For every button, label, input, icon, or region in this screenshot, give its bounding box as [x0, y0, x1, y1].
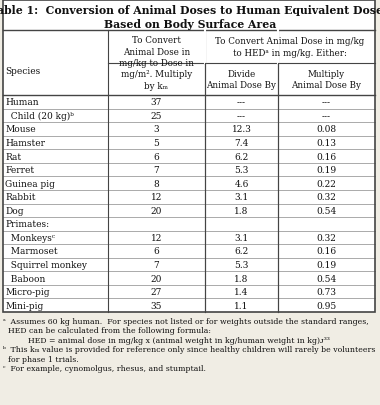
Text: 1.1: 1.1	[234, 301, 249, 310]
Text: 12.3: 12.3	[231, 125, 252, 134]
Text: Guinea pig: Guinea pig	[5, 179, 55, 188]
Text: Child (20 kg)ᵇ: Child (20 kg)ᵇ	[5, 111, 74, 121]
Text: Baboon: Baboon	[5, 274, 45, 283]
Text: 35: 35	[151, 301, 162, 310]
Text: ---: ---	[322, 98, 331, 107]
Text: Ferret: Ferret	[5, 166, 34, 175]
Text: 0.08: 0.08	[317, 125, 337, 134]
Text: 7.4: 7.4	[234, 139, 249, 147]
Text: Marmoset: Marmoset	[5, 247, 58, 256]
Text: HED = animal dose in mg/kg x (animal weight in kg/human weight in kg)ᴊ³³: HED = animal dose in mg/kg x (animal wei…	[8, 336, 330, 344]
Text: 0.16: 0.16	[317, 247, 337, 256]
Text: 20: 20	[151, 274, 162, 283]
Text: 0.22: 0.22	[317, 179, 336, 188]
Text: Hamster: Hamster	[5, 139, 45, 147]
Text: Rat: Rat	[5, 152, 21, 161]
Text: 7: 7	[154, 166, 159, 175]
Text: 6.2: 6.2	[234, 152, 249, 161]
Bar	[3, 1, 375, 312]
Text: 1.8: 1.8	[234, 206, 249, 215]
Text: Assumes 60 kg human.  For species not listed or for weights outside the standard: Assumes 60 kg human. For species not lis…	[8, 317, 369, 325]
Text: 5.3: 5.3	[234, 260, 249, 269]
Text: 6: 6	[154, 247, 159, 256]
Bar	[3, 1, 375, 312]
Text: Dog: Dog	[5, 206, 24, 215]
Text: 0.32: 0.32	[317, 193, 336, 202]
Text: 27: 27	[151, 288, 162, 296]
Text: 0.32: 0.32	[317, 233, 336, 242]
Text: ---: ---	[237, 111, 246, 121]
Text: 12: 12	[151, 193, 162, 202]
Text: HED can be calculated from the following formula:: HED can be calculated from the following…	[8, 327, 211, 335]
Text: Squirrel monkey: Squirrel monkey	[5, 260, 87, 269]
Text: To Convert Animal Dose in mg/kg
to HEDᵃ in mg/kg. Either:: To Convert Animal Dose in mg/kg to HEDᵃ …	[215, 37, 365, 58]
Text: Mini-pig: Mini-pig	[5, 301, 43, 310]
Text: ᵃ: ᵃ	[3, 317, 6, 325]
Text: To Convert
Animal Dose in
mg/kg to Dose in
mg/m². Multiply
by kₘ: To Convert Animal Dose in mg/kg to Dose …	[119, 36, 194, 91]
Text: 8: 8	[154, 179, 159, 188]
Text: 7: 7	[154, 260, 159, 269]
Text: Primates:: Primates:	[5, 220, 49, 229]
Text: Based on Body Surface Area: Based on Body Surface Area	[104, 19, 276, 30]
Text: 5: 5	[154, 139, 160, 147]
Text: 1.8: 1.8	[234, 274, 249, 283]
Text: for phase 1 trials.: for phase 1 trials.	[8, 355, 79, 363]
Text: 0.19: 0.19	[317, 260, 337, 269]
Text: ---: ---	[322, 111, 331, 121]
Text: 0.13: 0.13	[317, 139, 337, 147]
Text: Rabbit: Rabbit	[5, 193, 35, 202]
Text: 3.1: 3.1	[234, 233, 249, 242]
Text: 0.19: 0.19	[317, 166, 337, 175]
Text: Species: Species	[5, 67, 40, 76]
Text: Monkeysᶜ: Monkeysᶜ	[5, 233, 55, 242]
Text: 12: 12	[151, 233, 162, 242]
Text: 1.4: 1.4	[234, 288, 249, 296]
Text: 0.54: 0.54	[317, 274, 337, 283]
Text: 37: 37	[151, 98, 162, 107]
Text: ---: ---	[237, 98, 246, 107]
Text: ᵇ: ᵇ	[3, 345, 6, 354]
Text: Micro-pig: Micro-pig	[5, 288, 49, 296]
Text: 0.54: 0.54	[317, 206, 337, 215]
Text: 25: 25	[151, 111, 162, 121]
Text: For example, cynomolgus, rhesus, and stumptail.: For example, cynomolgus, rhesus, and stu…	[8, 364, 206, 373]
Text: Table 1:  Conversion of Animal Doses to Human Equivalent Doses: Table 1: Conversion of Animal Doses to H…	[0, 6, 380, 17]
Text: 0.16: 0.16	[317, 152, 337, 161]
Text: 6.2: 6.2	[234, 247, 249, 256]
Text: Mouse: Mouse	[5, 125, 36, 134]
Text: 6: 6	[154, 152, 159, 161]
Text: 3.1: 3.1	[234, 193, 249, 202]
Text: 3: 3	[154, 125, 159, 134]
Text: 5.3: 5.3	[234, 166, 249, 175]
Text: 0.73: 0.73	[317, 288, 337, 296]
Text: 0.95: 0.95	[317, 301, 337, 310]
Text: Multiply
Animal Dose By: Multiply Animal Dose By	[291, 70, 361, 90]
Text: Divide
Animal Dose By: Divide Animal Dose By	[206, 70, 277, 90]
Text: Human: Human	[5, 98, 39, 107]
Text: This kₘ value is provided for reference only since healthy children will rarely : This kₘ value is provided for reference …	[8, 345, 375, 354]
Text: ᶜ: ᶜ	[3, 364, 5, 373]
Text: 20: 20	[151, 206, 162, 215]
Text: 4.6: 4.6	[234, 179, 249, 188]
